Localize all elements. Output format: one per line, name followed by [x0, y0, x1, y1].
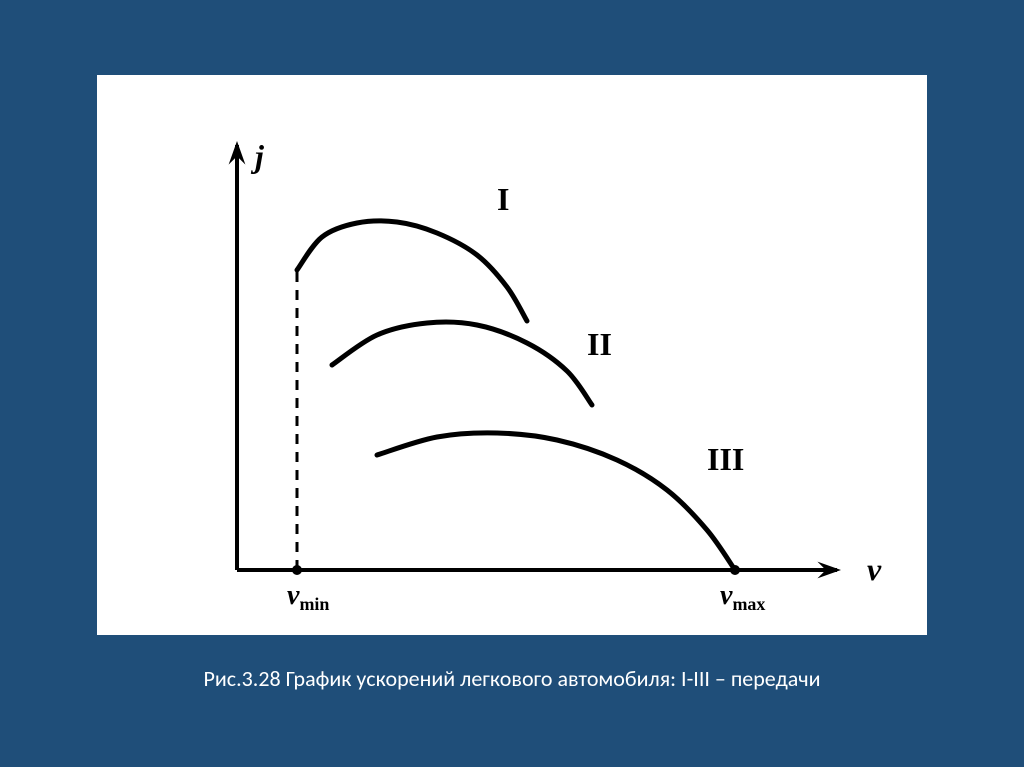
chart-panel: IIIIIIjvvminvmax [97, 75, 927, 635]
curve-label-III: III [707, 441, 744, 477]
slide-container: IIIIIIjvvminvmax Рис.3.28 График ускорен… [0, 0, 1024, 767]
curve-label-II: II [587, 326, 612, 362]
figure-caption: Рис.3.28 График ускорений легкового авто… [204, 665, 821, 692]
x-axis-label: v [867, 551, 882, 587]
acceleration-chart: IIIIIIjvvminvmax [97, 75, 927, 635]
curve-label-I: I [497, 181, 509, 217]
